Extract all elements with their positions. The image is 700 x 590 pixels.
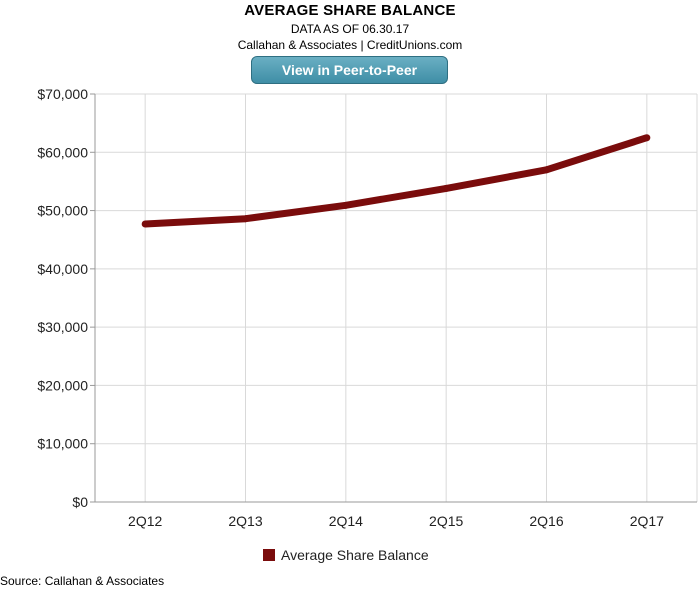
x-tick-label: 2Q15 [429, 513, 463, 529]
grid-lines [95, 93, 698, 502]
y-tick-label: $20,000 [37, 377, 88, 393]
data-point[interactable] [342, 201, 350, 209]
x-tick-label: 2Q17 [630, 513, 664, 529]
x-tick-label: 2Q12 [128, 513, 162, 529]
attribution-subtitle: Callahan & Associates | CreditUnions.com [237, 38, 463, 52]
legend-swatch [263, 549, 275, 561]
view-in-peer-to-peer-button[interactable]: View in Peer-to-Peer [251, 56, 448, 84]
data-point[interactable] [242, 215, 249, 223]
y-tick-label: $50,000 [37, 203, 88, 219]
chart-title: AVERAGE SHARE BALANCE [244, 2, 456, 19]
y-tick-label: $0 [72, 494, 88, 510]
y-tick-label: $60,000 [37, 144, 88, 160]
axes [90, 93, 697, 503]
y-tick-label: $30,000 [37, 319, 88, 335]
data-date-subtitle: DATA AS OF 06.30.17 [290, 22, 410, 36]
y-tick-label: $10,000 [37, 436, 88, 452]
series-layer [141, 134, 651, 228]
y-tick-label: $40,000 [37, 261, 88, 277]
x-tick-label: 2Q13 [228, 513, 262, 529]
x-tick-label: 2Q14 [329, 513, 363, 529]
x-tick-labels: 2Q12 2Q13 2Q14 2Q15 2Q16 2Q17 [128, 513, 664, 529]
y-tick-label: $70,000 [37, 86, 88, 102]
legend[interactable]: Average Share Balance [263, 547, 429, 563]
data-point[interactable] [543, 166, 550, 174]
series-line[interactable] [145, 134, 648, 228]
data-point[interactable] [643, 134, 651, 142]
source-note: Source: Callahan & Associates [0, 574, 165, 588]
y-tick-labels: $0 $10,000 $20,000 $30,000 $40,000 $50,000 $60… [37, 86, 88, 510]
x-tick-label: 2Q16 [529, 513, 563, 529]
data-point[interactable] [442, 184, 450, 192]
legend-label: Average Share Balance [281, 547, 429, 563]
data-point[interactable] [141, 220, 149, 228]
